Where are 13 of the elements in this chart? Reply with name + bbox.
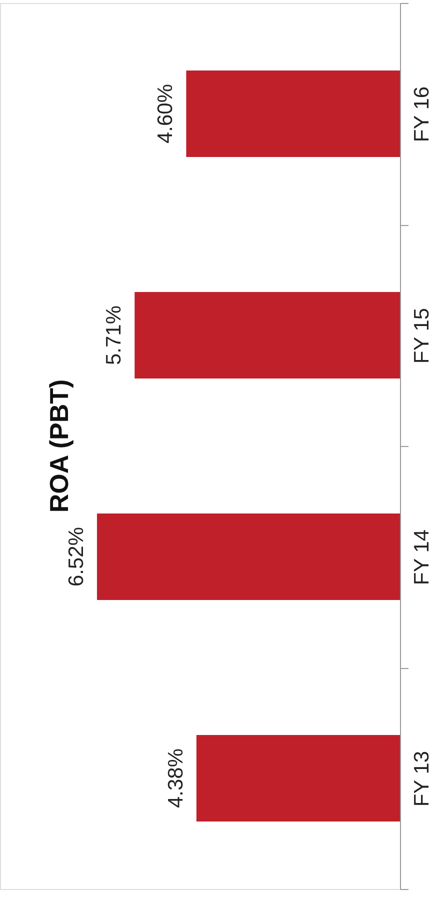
y-tick-label: FY 13 <box>410 750 434 807</box>
data-label: 4.60% <box>154 84 178 144</box>
data-label: 6.52% <box>64 526 88 587</box>
bar <box>186 70 400 157</box>
y-tick-label: FY 15 <box>410 308 434 364</box>
bar <box>134 292 400 378</box>
bar <box>96 514 400 600</box>
data-label: 5.71% <box>102 305 126 366</box>
bar <box>196 735 400 822</box>
y-tick-label: FY 14 <box>410 529 434 586</box>
y-tick-label: FY 16 <box>410 86 434 142</box>
text: ROA (PBT) <box>44 379 74 513</box>
data-label: 4.38% <box>164 748 188 808</box>
